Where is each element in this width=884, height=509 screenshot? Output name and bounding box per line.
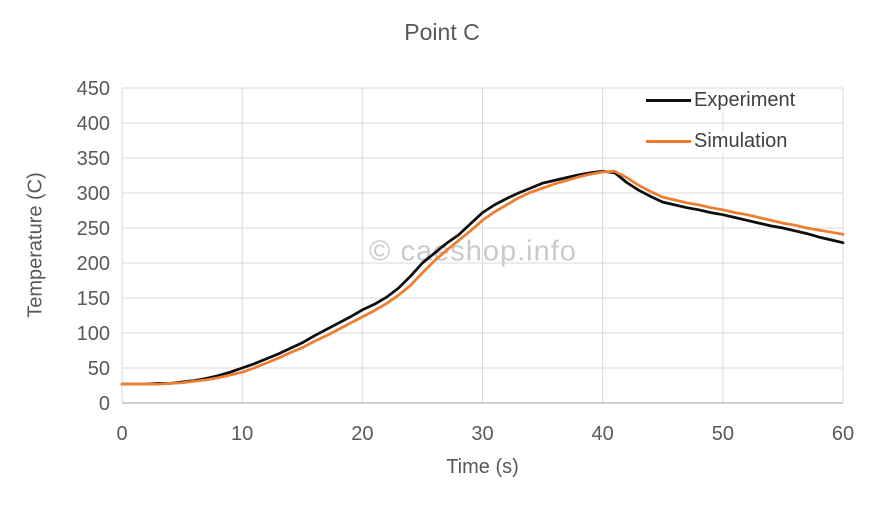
y-tick-label: 250 — [77, 218, 110, 240]
y-tick-label: 0 — [99, 393, 110, 415]
x-tick-label: 30 — [471, 423, 493, 445]
y-tick-label: 300 — [77, 183, 110, 205]
chart-title: Point C — [404, 19, 480, 45]
legend: Experiment Simulation — [646, 86, 799, 168]
y-tick-label: 150 — [77, 288, 110, 310]
series-line-experiment — [120, 169, 845, 386]
x-tick-label: 10 — [231, 423, 253, 445]
y-tick-label: 350 — [77, 148, 110, 170]
y-tick-label: 50 — [88, 358, 110, 380]
legend-item-simulation: Simulation — [646, 127, 798, 155]
x-tick-label: 0 — [116, 423, 127, 445]
y-axis-title: Temperature (C) — [24, 172, 47, 318]
x-axis-title: Time (s) — [446, 456, 519, 478]
experiment-line-swatch — [646, 98, 691, 102]
watermark: © caeshop.info — [369, 235, 577, 268]
legend-label-simulation: Simulation — [691, 129, 791, 153]
x-tick-label: 60 — [832, 423, 854, 445]
legend-item-experiment: Experiment — [646, 86, 799, 114]
x-tick-label: 20 — [351, 423, 373, 445]
simulation-line-swatch — [646, 139, 691, 143]
y-tick-label: 100 — [77, 323, 110, 345]
y-tick-label: 200 — [77, 253, 110, 275]
x-tick-label: 40 — [592, 423, 614, 445]
y-tick-label: 450 — [77, 78, 110, 100]
x-tick-label: 50 — [712, 423, 734, 445]
legend-label-experiment: Experiment — [691, 88, 799, 112]
series-line-simulation — [120, 169, 845, 386]
y-tick-label: 400 — [77, 113, 110, 135]
